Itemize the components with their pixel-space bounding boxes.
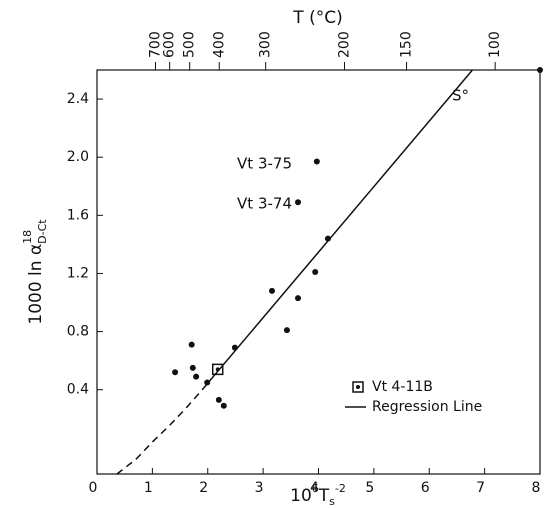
x-tick-label: 2 (199, 480, 208, 496)
regression-line (201, 69, 474, 391)
point (188, 341, 195, 348)
point (215, 396, 222, 403)
x2-tick-label: 200 (337, 31, 353, 58)
x-label-part: 10 (290, 486, 312, 506)
y-tick-label: 2.0 (67, 149, 89, 165)
x2-tick-label: 300 (258, 31, 274, 58)
x-tick-label: 5 (365, 480, 374, 496)
y-label-part: 18 (21, 230, 34, 244)
point (313, 158, 320, 165)
legend-label: Regression Line (372, 399, 482, 415)
x2-tick-label: 500 (182, 31, 198, 58)
regression-line (116, 389, 203, 475)
x-tick-label: 6 (421, 480, 430, 496)
legend-label: Vt 4-11B (372, 379, 433, 395)
x2-tick-label: 700 (147, 31, 163, 58)
point (268, 287, 275, 294)
point (172, 369, 179, 376)
point (312, 269, 319, 275)
x-tick-label: 8 (532, 480, 541, 496)
x2-tick-label: 400 (211, 31, 227, 58)
y-tick-label: 1.2 (67, 265, 89, 281)
square-point (211, 363, 224, 376)
annotation: S° (452, 87, 469, 105)
y-tick-label: 0.4 (67, 382, 89, 398)
x-label-part: T (318, 486, 330, 506)
point (537, 67, 543, 73)
x-tick-label: 3 (255, 480, 264, 496)
x-tick-label: 7 (476, 480, 485, 496)
y-tick-label: 2.4 (67, 91, 89, 107)
y-label-part: 1000 ln α (26, 244, 46, 325)
point (295, 199, 302, 206)
legend-swatch-dot (356, 385, 360, 389)
x-tick-label: 4 (310, 480, 319, 496)
point (193, 373, 200, 380)
x-tick-label: 1 (144, 480, 153, 496)
x-label-part: 6 (312, 482, 319, 495)
point (220, 402, 227, 409)
y-axis-label: 1000 ln α18 D-Ct (21, 219, 49, 325)
x2-tick-label: 600 (162, 31, 178, 58)
point (189, 364, 196, 371)
point (295, 295, 302, 302)
y-label-part: D-Ct (36, 219, 49, 244)
x2-tick-label: 150 (399, 31, 415, 58)
x-label-part: -2 (335, 482, 346, 495)
y-tick-label: 1.6 (67, 207, 89, 223)
x-label-part: s (329, 495, 335, 508)
annotation: Vt 3-75 (237, 155, 292, 173)
x2-tick-label: 100 (487, 31, 503, 58)
annotation: Vt 3-74 (237, 195, 292, 213)
x-tick-label: 0 (89, 480, 98, 496)
top-axis-title: T (°C) (292, 8, 342, 28)
y-tick-label: 0.8 (67, 324, 89, 340)
legend-swatch (352, 381, 364, 393)
point (283, 327, 290, 334)
x-axis-label: 106Ts-2 (290, 482, 346, 508)
